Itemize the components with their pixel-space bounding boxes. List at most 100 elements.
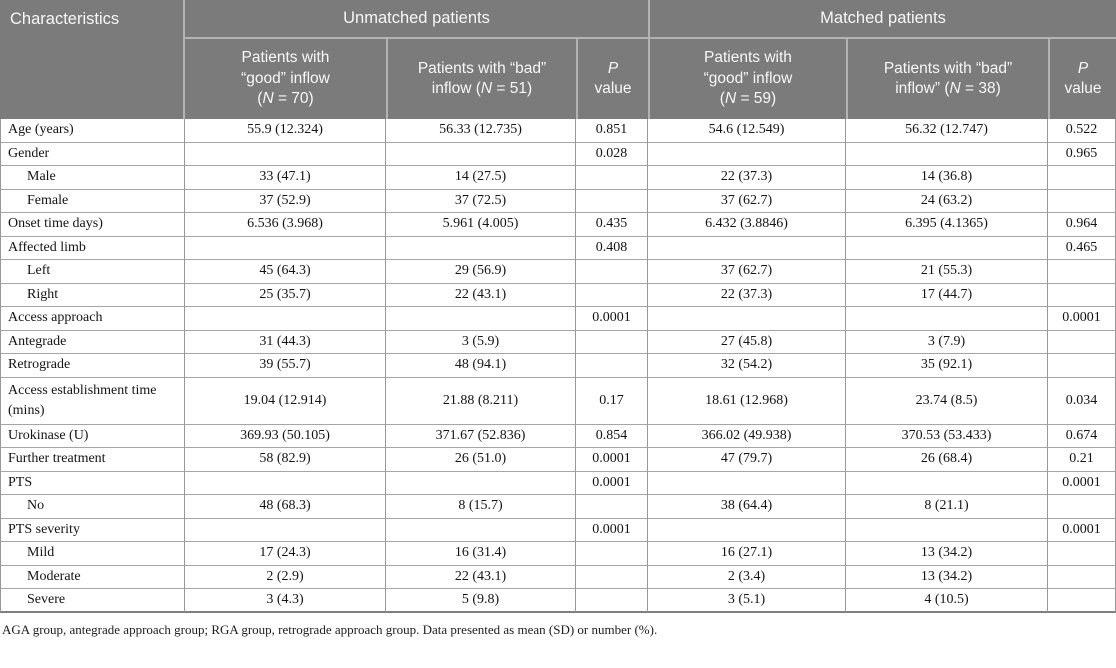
value-cell: 4 (10.5) [846, 589, 1048, 613]
value-cell: 366.02 (49.938) [648, 424, 846, 448]
p-value-cell: 0.408 [576, 236, 648, 260]
table-footnote: AGA group, antegrade approach group; RGA… [2, 621, 658, 637]
value-cell: 56.33 (12.735) [386, 119, 576, 143]
p-value-cell: 0.0001 [576, 307, 648, 331]
p-value-cell: 0.851 [576, 119, 648, 143]
value-cell: 26 (51.0) [386, 448, 576, 472]
value-cell [648, 518, 846, 542]
value-cell: 39 (55.7) [185, 354, 386, 378]
value-cell: 37 (52.9) [185, 189, 386, 213]
value-cell: 13 (34.2) [846, 565, 1048, 589]
patients-comparison-table: Characteristics Unmatched patients Match… [0, 0, 1116, 613]
row-label: Severe [0, 589, 185, 613]
p-value-cell [576, 166, 648, 190]
value-cell: 37 (62.7) [648, 189, 846, 213]
row-label: Urokinase (U) [0, 424, 185, 448]
value-cell: 54.6 (12.549) [648, 119, 846, 143]
p-value-cell: 0.435 [576, 213, 648, 237]
value-cell: 48 (68.3) [185, 495, 386, 519]
row-label: Moderate [0, 565, 185, 589]
p-value-cell: 0.0001 [1048, 307, 1116, 331]
value-cell [386, 307, 576, 331]
value-cell: 5 (9.8) [386, 589, 576, 613]
p-value-cell: 0.21 [1048, 448, 1116, 472]
value-cell [185, 471, 386, 495]
value-cell [386, 236, 576, 260]
value-cell: 33 (47.1) [185, 166, 386, 190]
value-cell [648, 236, 846, 260]
value-cell: 8 (15.7) [386, 495, 576, 519]
value-cell: 22 (37.3) [648, 166, 846, 190]
value-cell: 13 (34.2) [846, 542, 1048, 566]
value-cell: 48 (94.1) [386, 354, 576, 378]
header-group-unmatched-patients: Unmatched patients [185, 0, 648, 39]
row-label: PTS [0, 471, 185, 495]
value-cell: 6.395 (4.1365) [846, 213, 1048, 237]
p-value-cell: 0.674 [1048, 424, 1116, 448]
value-cell: 22 (43.1) [386, 565, 576, 589]
value-cell: 5.961 (4.005) [386, 213, 576, 237]
value-cell: 25 (35.7) [185, 283, 386, 307]
value-cell: 3 (7.9) [846, 330, 1048, 354]
row-label: Retrograde [0, 354, 185, 378]
value-cell [648, 471, 846, 495]
value-cell: 47 (79.7) [648, 448, 846, 472]
value-cell [185, 142, 386, 166]
value-cell [386, 471, 576, 495]
p-value-cell: 0.0001 [576, 518, 648, 542]
value-cell: 17 (44.7) [846, 283, 1048, 307]
p-value-cell [1048, 330, 1116, 354]
value-cell: 56.32 (12.747) [846, 119, 1048, 143]
value-cell: 371.67 (52.836) [386, 424, 576, 448]
row-label: PTS severity [0, 518, 185, 542]
p-value-cell [576, 330, 648, 354]
value-cell [386, 518, 576, 542]
value-cell: 26 (68.4) [846, 448, 1048, 472]
value-cell [846, 307, 1048, 331]
value-cell [846, 471, 1048, 495]
value-cell: 3 (4.3) [185, 589, 386, 613]
row-label: Affected limb [0, 236, 185, 260]
row-label: Female [0, 189, 185, 213]
value-cell: 27 (45.8) [648, 330, 846, 354]
value-cell: 6.432 (3.8846) [648, 213, 846, 237]
p-value-cell [1048, 166, 1116, 190]
value-cell: 29 (56.9) [386, 260, 576, 284]
p-value-cell [576, 589, 648, 613]
value-cell: 16 (31.4) [386, 542, 576, 566]
value-cell: 32 (54.2) [648, 354, 846, 378]
value-cell: 369.93 (50.105) [185, 424, 386, 448]
row-label: Onset time days) [0, 213, 185, 237]
p-value-cell: 0.034 [1048, 377, 1116, 425]
row-label: No [0, 495, 185, 519]
p-value-cell [1048, 260, 1116, 284]
row-label: Access approach [0, 307, 185, 331]
value-cell: 2 (3.4) [648, 565, 846, 589]
p-value-cell: 0.028 [576, 142, 648, 166]
row-label: Antegrade [0, 330, 185, 354]
value-cell: 38 (64.4) [648, 495, 846, 519]
value-cell: 14 (27.5) [386, 166, 576, 190]
p-value-cell [576, 542, 648, 566]
value-cell: 24 (63.2) [846, 189, 1048, 213]
header-matched-bad-inflow: Patients with “bad” inflow” (N = 38) [846, 39, 1048, 119]
row-label: Gender [0, 142, 185, 166]
p-value-cell: 0.964 [1048, 213, 1116, 237]
p-value-cell [1048, 189, 1116, 213]
value-cell: 23.74 (8.5) [846, 377, 1048, 425]
p-value-cell [1048, 283, 1116, 307]
row-label: Age (years) [0, 119, 185, 143]
p-value-cell [576, 283, 648, 307]
value-cell: 58 (82.9) [185, 448, 386, 472]
value-cell [185, 236, 386, 260]
p-value-cell: 0.522 [1048, 119, 1116, 143]
value-cell: 21 (55.3) [846, 260, 1048, 284]
row-label: Left [0, 260, 185, 284]
value-cell: 35 (92.1) [846, 354, 1048, 378]
value-cell: 370.53 (53.433) [846, 424, 1048, 448]
value-cell: 37 (62.7) [648, 260, 846, 284]
header-characteristics: Characteristics [0, 0, 185, 119]
p-value-cell: 0.965 [1048, 142, 1116, 166]
row-label: Male [0, 166, 185, 190]
value-cell: 22 (43.1) [386, 283, 576, 307]
